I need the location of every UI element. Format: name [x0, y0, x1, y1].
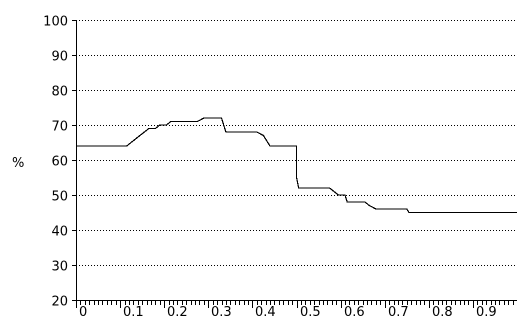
- y-tick-label: 100: [43, 15, 68, 30]
- x-tick-label: 0.4: [255, 305, 276, 320]
- series-line: [76, 117, 517, 214]
- y-tick-label: 30: [51, 260, 68, 275]
- x-tick-label: 0.5: [300, 305, 321, 320]
- y-tick-label: 70: [51, 120, 68, 135]
- y-tick-label: 80: [51, 85, 68, 100]
- x-tick-label: 0.2: [167, 305, 188, 320]
- series-group: [76, 117, 517, 214]
- x-tick-label: 0.8: [432, 305, 453, 320]
- y-tick-label: 40: [51, 225, 68, 240]
- x-tick-label: 0.6: [344, 305, 365, 320]
- y-tick-label: 20: [51, 295, 68, 310]
- y-tick-label: 60: [51, 155, 68, 170]
- axes: [72, 20, 517, 308]
- x-tick-label: 0: [79, 305, 87, 320]
- x-tick-label: 0.3: [211, 305, 232, 320]
- gridlines: [76, 20, 517, 266]
- y-tick-label: 50: [51, 190, 68, 205]
- x-tick-labels: 0 0.1 0.2 0.3 0.4 0.5 0.6 0.7 0.8 0.9: [79, 305, 497, 320]
- x-tick-label: 0.7: [388, 305, 409, 320]
- y-axis-label: %: [12, 156, 24, 171]
- y-tick-labels: 20 30 40 50 60 70 80 90 100: [43, 15, 68, 310]
- x-tick-label: 0.1: [123, 305, 144, 320]
- x-tick-label: 0.9: [476, 305, 497, 320]
- y-tick-label: 90: [51, 50, 68, 65]
